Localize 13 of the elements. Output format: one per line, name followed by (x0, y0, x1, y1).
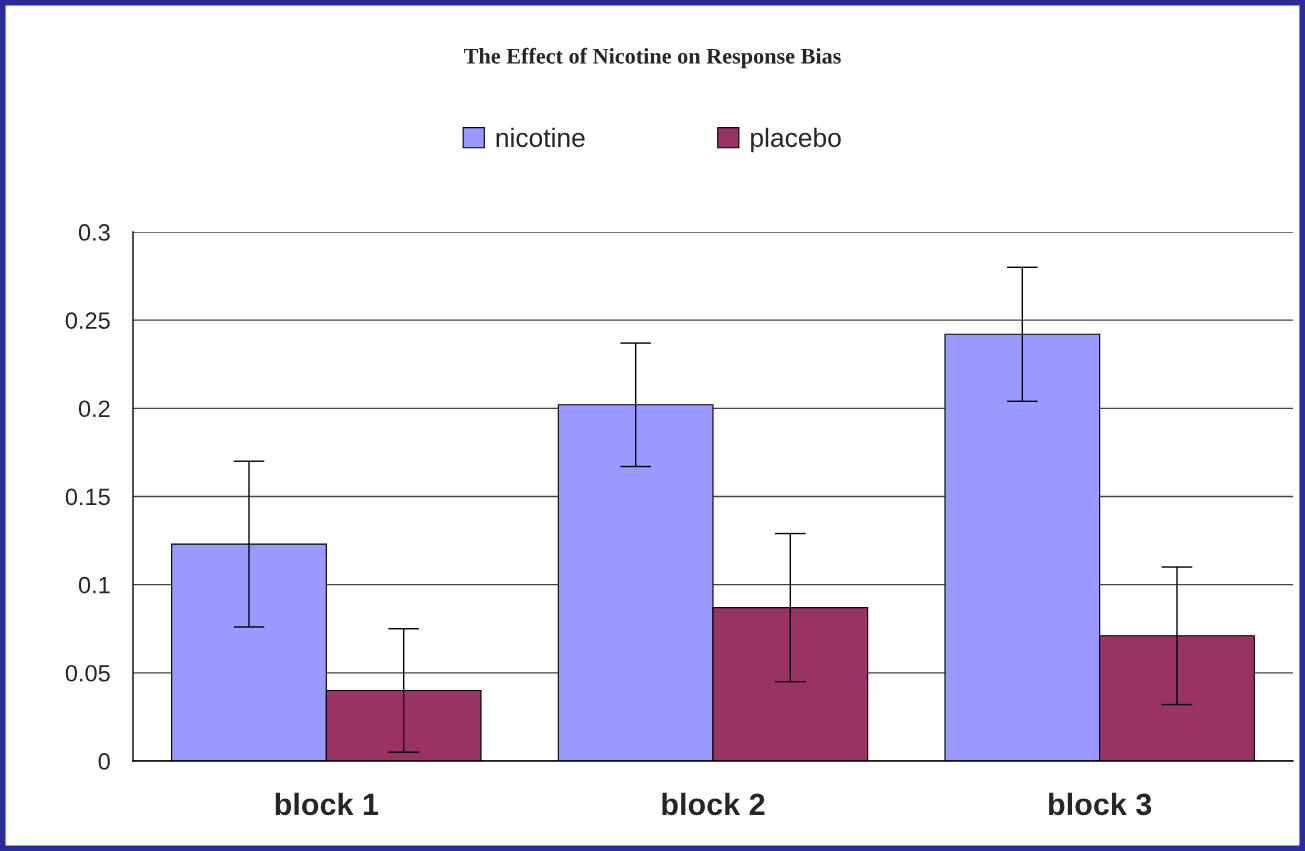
legend-label: nicotine (496, 127, 585, 148)
x-tick-label: block 2 (662, 792, 765, 816)
y-tick-label: 0.15 (65, 488, 110, 506)
chart-title: The Effect of Nicotine on Response Bias (463, 47, 841, 69)
y-tick-label: 0.1 (78, 576, 110, 594)
legend-label: placebo (751, 127, 841, 153)
x-tick-label: block 1 (275, 792, 379, 816)
y-tick-label: 0.3 (78, 224, 110, 241)
y-tick-label: 0.2 (78, 400, 110, 418)
y-tick-label: 0.05 (65, 664, 110, 682)
y-tick-label: 0 (98, 753, 110, 770)
x-tick-label: block 3 (1049, 792, 1152, 816)
y-tick-label: 0.25 (65, 312, 110, 329)
